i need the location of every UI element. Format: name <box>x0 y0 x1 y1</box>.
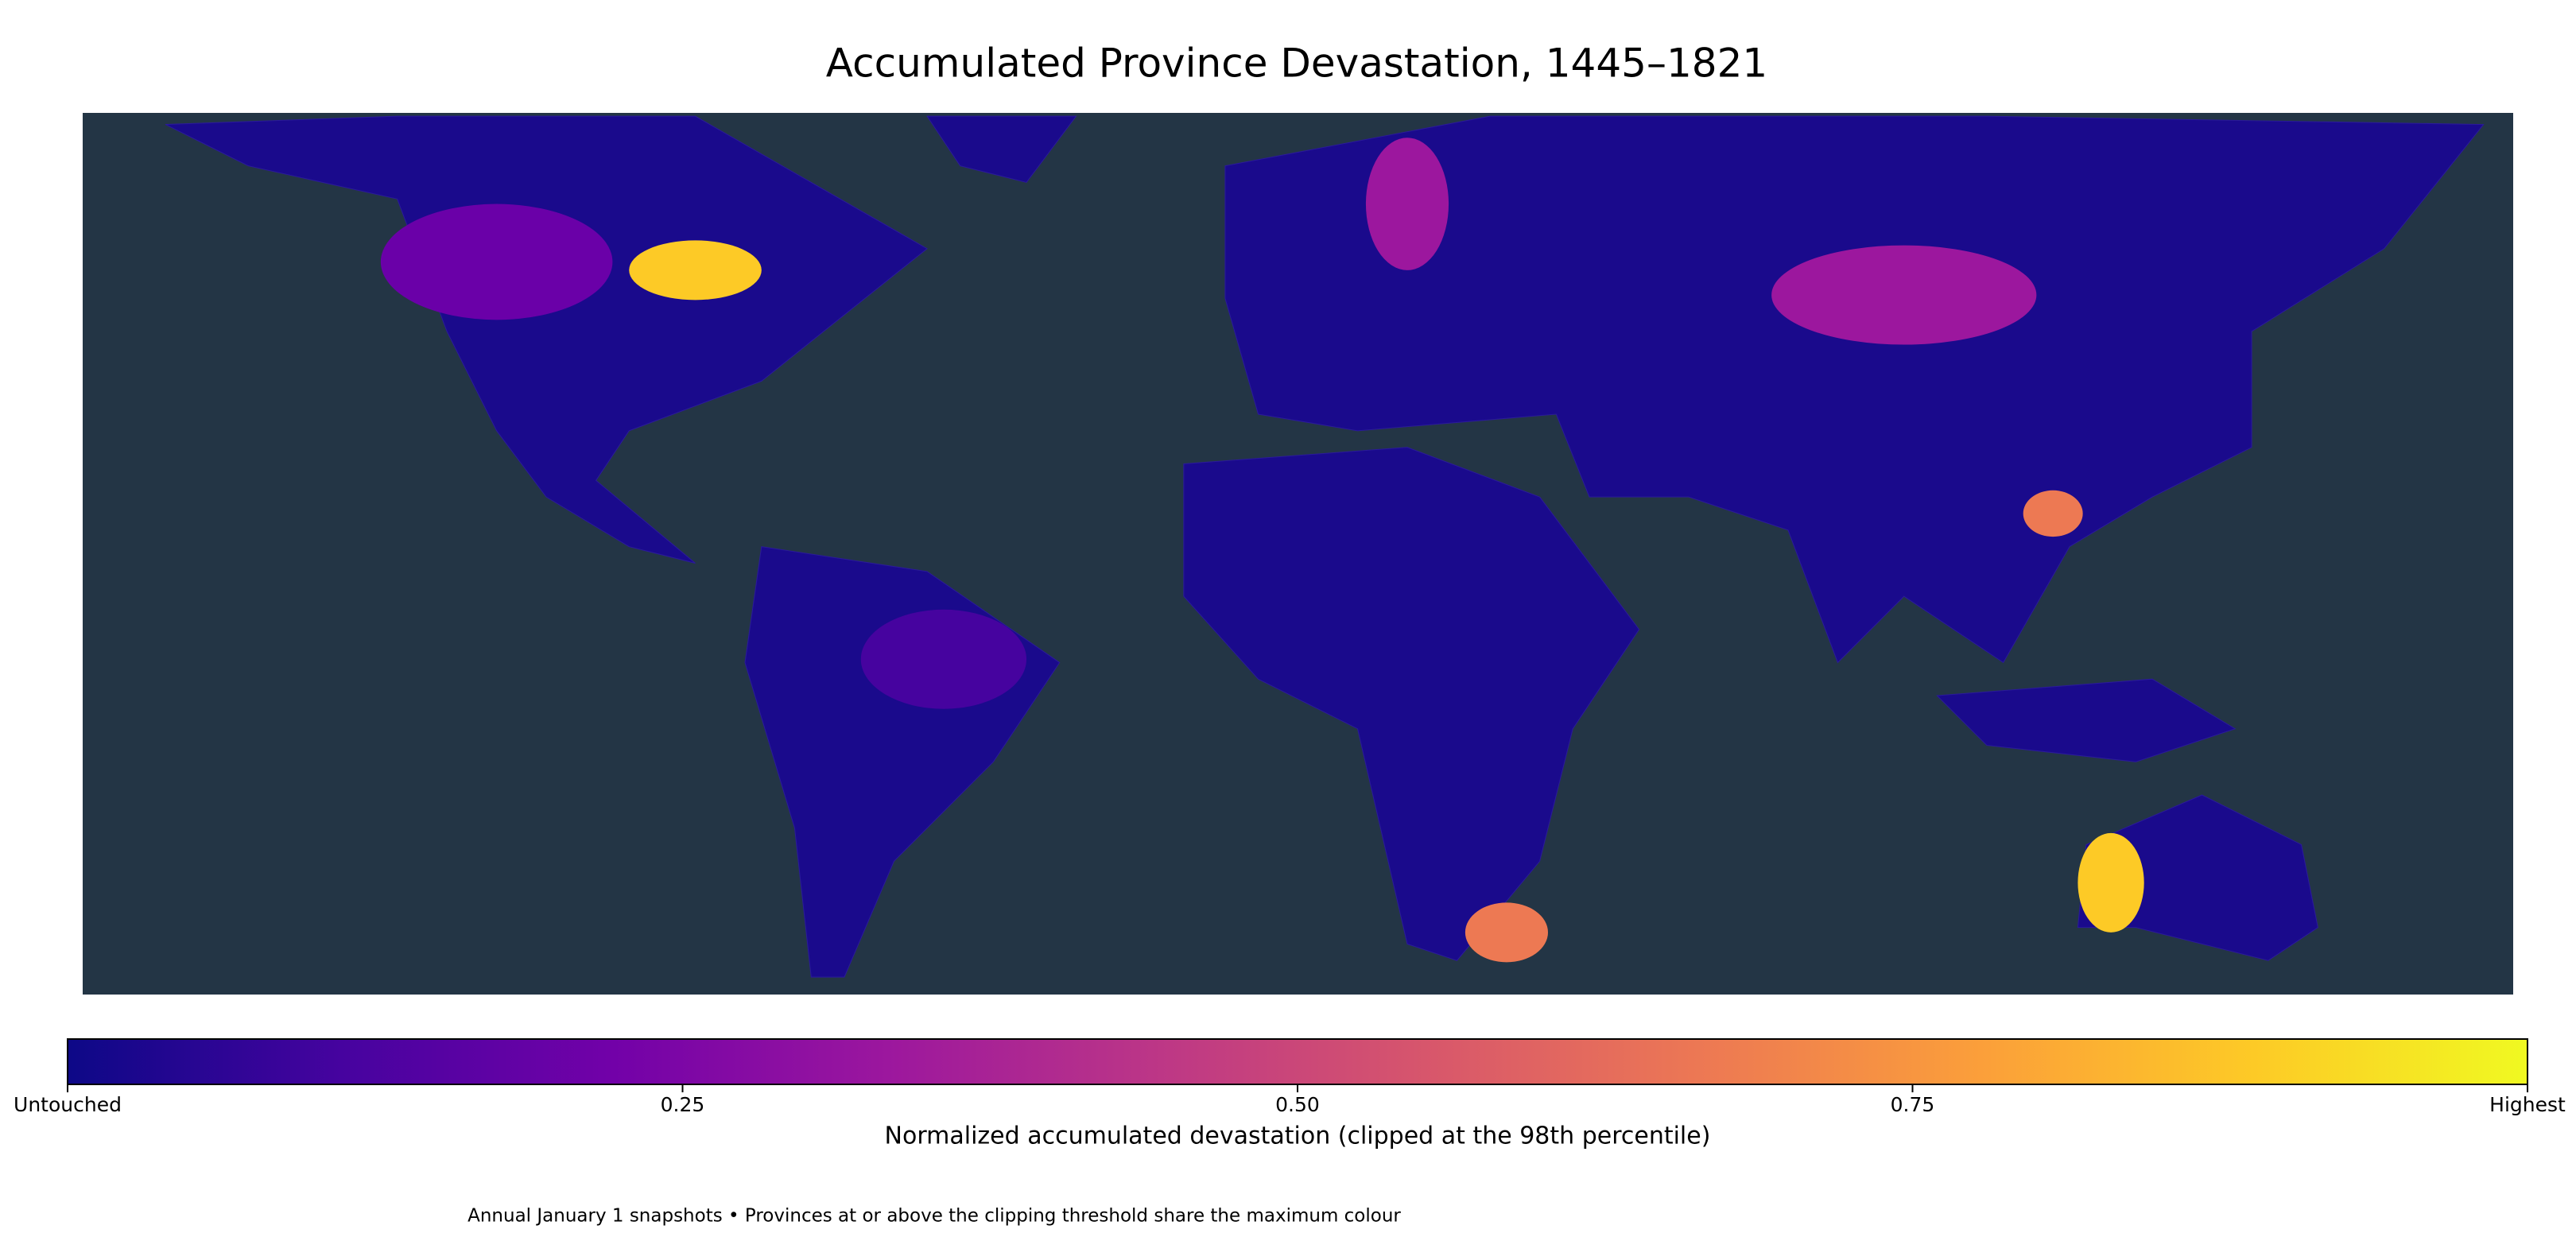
region <box>380 204 613 320</box>
colorbar-tick-label: 0.75 <box>1891 1093 1935 1116</box>
land <box>926 115 1077 184</box>
region <box>2077 832 2144 933</box>
chart-title: Accumulated Province Devastation, 1445–1… <box>826 41 1767 87</box>
map-land <box>165 115 2485 978</box>
colorbar-label: Normalized accumulated devastation (clip… <box>885 1123 1711 1150</box>
region <box>860 609 1027 709</box>
colorbar-tick-label: 0.50 <box>1275 1093 1320 1116</box>
colorbar-tick-label: 0.25 <box>661 1093 705 1116</box>
colorbar-tick-label: Highest <box>2489 1093 2566 1116</box>
region <box>2023 490 2083 537</box>
region <box>1365 138 1449 270</box>
colorbar <box>67 1038 2528 1085</box>
footnote: Annual January 1 snapshots • Provinces a… <box>467 1206 1401 1227</box>
land <box>2077 794 2318 961</box>
land <box>1936 678 2237 762</box>
region <box>629 240 762 301</box>
region <box>1771 245 2037 345</box>
colorbar-tick-label: Untouched <box>14 1093 122 1116</box>
region <box>1465 902 1549 963</box>
land <box>1224 115 2485 664</box>
